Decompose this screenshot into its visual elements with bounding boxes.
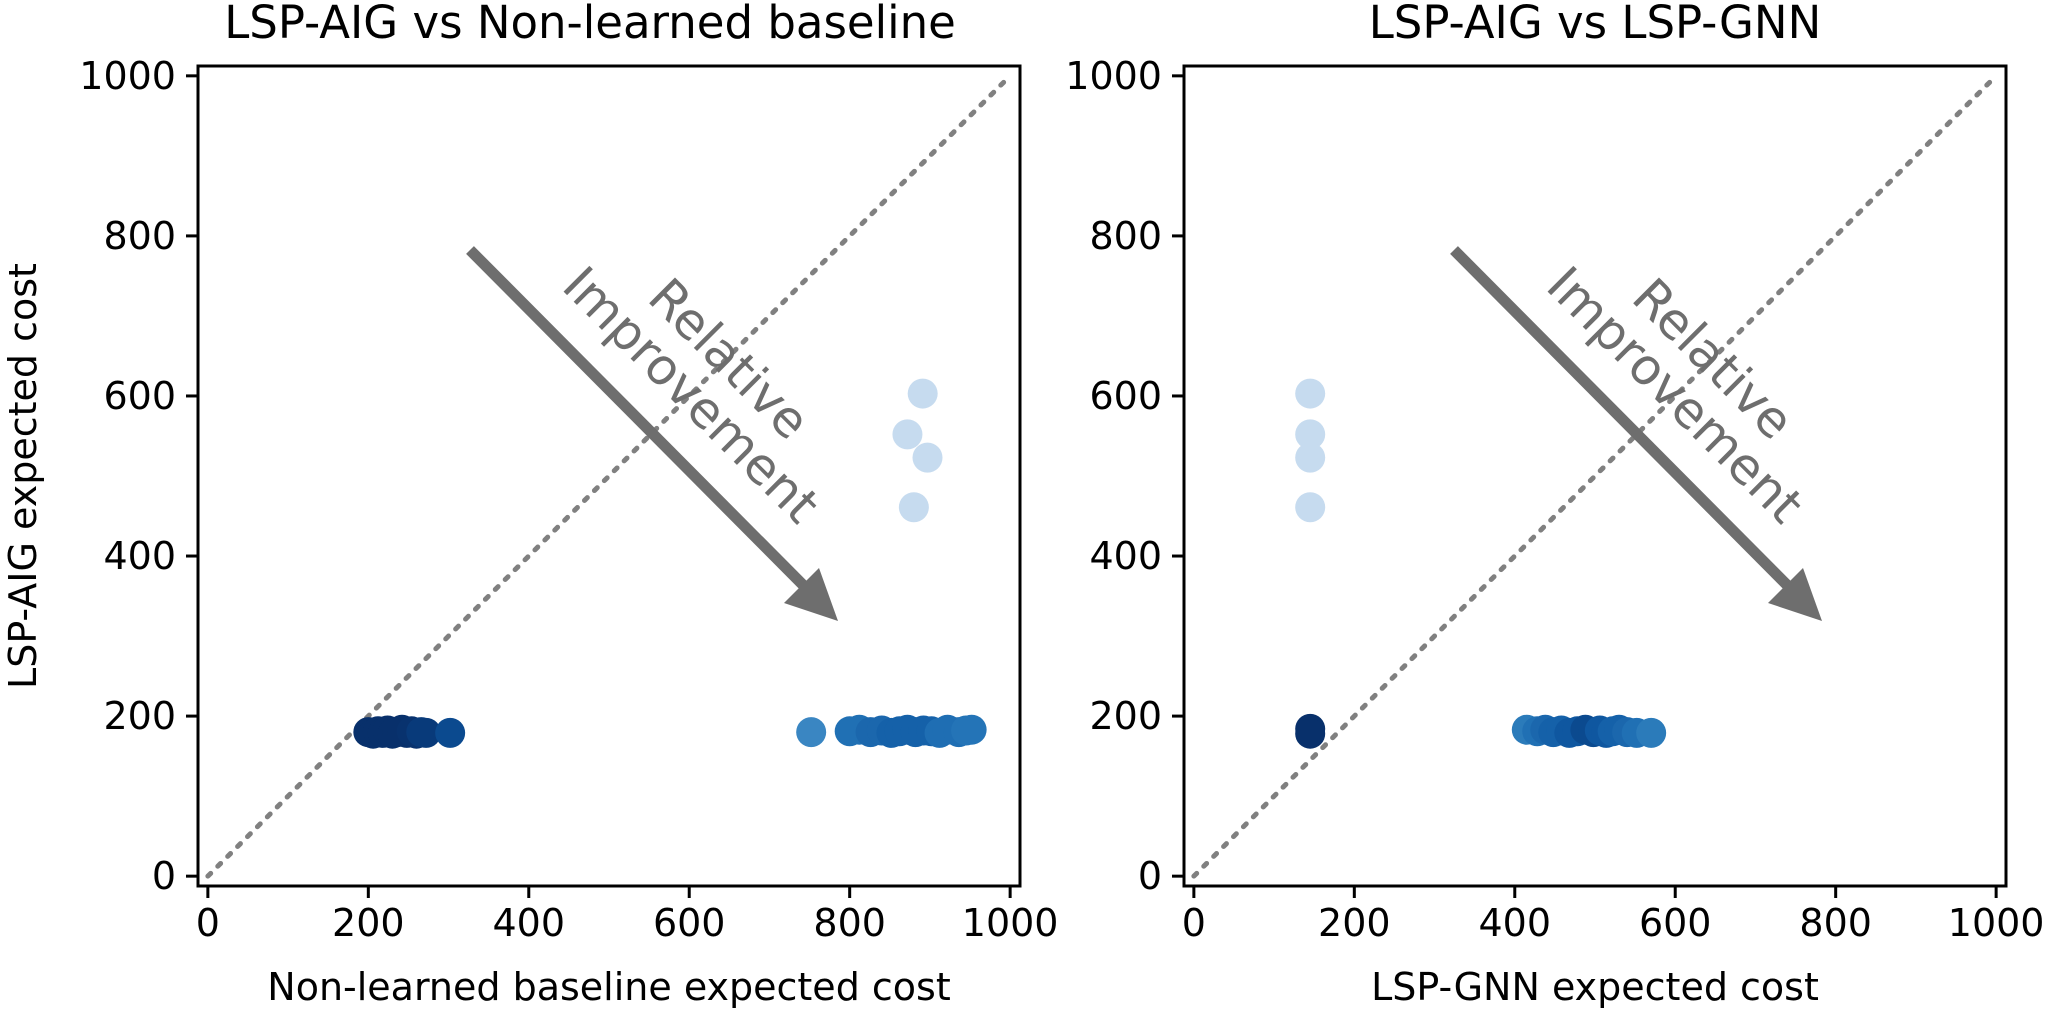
- data-point: [907, 378, 938, 409]
- data-point: [1295, 419, 1326, 450]
- chart-title-left: LSP-AIG vs Non-learned baseline: [224, 0, 956, 49]
- data-point: [796, 717, 827, 748]
- x-tick-label: 200: [332, 901, 405, 945]
- improvement-arrow-head: [784, 568, 838, 621]
- y-tick-label: 200: [103, 694, 176, 738]
- diagonal-reference-line: [1191, 73, 1999, 879]
- y-tick-label: 600: [1089, 374, 1162, 418]
- data-point: [435, 717, 466, 748]
- y-tick-label: 0: [152, 854, 176, 898]
- improvement-arrow-shaft: [1450, 246, 1794, 592]
- y-tick-label: 800: [103, 214, 176, 258]
- improvement-annotation-right: Relative Improvement: [1450, 246, 1822, 621]
- x-tick-label: 400: [493, 901, 566, 945]
- plot-frame-right: [1182, 64, 2008, 888]
- plot-frame-left: [196, 64, 1022, 888]
- improvement-arrow-head: [1768, 568, 1822, 621]
- data-point: [956, 714, 987, 745]
- y-tick-label: 200: [1089, 694, 1162, 738]
- y-axis-label-left: LSP-AIG expected cost: [1, 263, 45, 689]
- x-axis-label-right: LSP-GNN expected cost: [1371, 965, 1819, 1009]
- data-point: [1295, 718, 1326, 749]
- diagonal-reference-line: [205, 73, 1013, 879]
- data-point: [1295, 442, 1326, 473]
- y-tick-label: 400: [103, 534, 176, 578]
- y-tick-label: 1000: [79, 54, 176, 98]
- data-point: [892, 419, 923, 450]
- data-point: [411, 717, 442, 748]
- data-point: [1636, 717, 1667, 748]
- data-point: [1295, 492, 1326, 523]
- x-tick-label: 800: [1799, 901, 1872, 945]
- improvement-arrow-shaft: [466, 246, 810, 592]
- x-tick-label: 800: [813, 901, 886, 945]
- chart-title-right: LSP-AIG vs LSP-GNN: [1369, 0, 1822, 49]
- x-tick-label: 0: [196, 901, 220, 945]
- x-tick-label: 600: [653, 901, 726, 945]
- x-tick-label: 200: [1318, 901, 1391, 945]
- x-tick-label: 400: [1479, 901, 1552, 945]
- panel-left: LSP-AIG vs Non-learned baseline 0 200 400 6…: [1, 0, 1058, 1009]
- y-tick-label: 1000: [1065, 54, 1162, 98]
- x-tick-label: 1000: [962, 901, 1059, 945]
- y-tick-label: 600: [103, 374, 176, 418]
- data-point: [912, 442, 943, 473]
- data-point: [898, 492, 929, 523]
- x-axis-label-left: Non-learned baseline expected cost: [267, 965, 950, 1009]
- y-tick-label: 400: [1089, 534, 1162, 578]
- data-point: [1295, 378, 1326, 409]
- x-tick-label: 600: [1639, 901, 1712, 945]
- x-tick-label: 1000: [1948, 901, 2045, 945]
- improvement-annotation-left: Relative Improvement: [466, 246, 838, 621]
- panel-right: LSP-AIG vs LSP-GNN 0 200 400 600 800 1000 0 200…: [1065, 0, 2044, 1009]
- x-tick-label: 0: [1182, 901, 1206, 945]
- y-tick-label: 0: [1138, 854, 1162, 898]
- y-tick-label: 800: [1089, 214, 1162, 258]
